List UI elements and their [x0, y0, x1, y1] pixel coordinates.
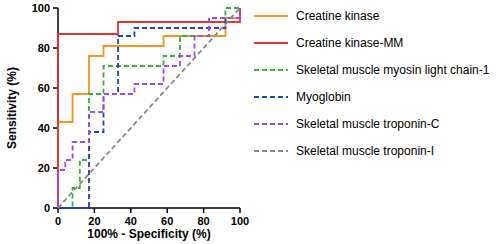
legend-label: Creatine kinase-MM — [296, 36, 403, 50]
x-tick — [203, 208, 205, 213]
legend-swatch — [254, 96, 288, 98]
legend-label: Creatine kinase — [296, 9, 380, 23]
x-tick — [130, 208, 132, 213]
y-axis-title: Sensitivity (%) — [5, 67, 19, 149]
y-tick — [53, 7, 58, 9]
x-axis-title: 100% - Specificity (%) — [87, 227, 210, 241]
x-tick — [94, 208, 96, 213]
legend-label: Skeletal muscle myosin light chain-1 — [296, 63, 490, 77]
x-tick-label: 60 — [161, 215, 173, 227]
roc-line — [58, 8, 240, 208]
x-tick — [239, 208, 241, 213]
legend-line: Skeletal muscle troponin-I — [296, 144, 434, 158]
x-tick-label: 20 — [88, 215, 100, 227]
legend-line: Creatine kinase — [296, 9, 380, 23]
legend-line: Skeletal muscle myosin light chain-1 — [296, 63, 490, 77]
y-tick-label: 40 — [38, 122, 50, 134]
x-tick-label: 80 — [197, 215, 209, 227]
x-tick — [166, 208, 168, 213]
chart: 0 20 40 60 80 100 0 20 40 60 80 100 100% - Specifici… — [0, 0, 500, 244]
legend-line: Skeletal muscle troponin-C — [296, 117, 440, 131]
legend-label: Myoglobin — [296, 90, 351, 104]
legend-swatch — [254, 123, 288, 125]
legend-label: Skeletal muscle troponin-I — [296, 144, 434, 158]
legend-swatch — [254, 15, 288, 17]
legend-swatch — [254, 42, 288, 44]
legend-swatch — [254, 69, 288, 71]
roc-line — [58, 8, 240, 208]
legend-line: Creatine kinase-MM — [296, 36, 403, 50]
roc-line — [58, 8, 240, 208]
x-tick-label: 100 — [231, 215, 249, 227]
x-tick-label: 0 — [55, 215, 61, 227]
y-tick-label: 100 — [32, 2, 50, 14]
roc-line — [58, 8, 240, 208]
x-tick-label: 40 — [125, 215, 137, 227]
legend-label: Skeletal muscle troponin-C — [296, 117, 440, 131]
legend-swatch — [254, 150, 288, 152]
y-tick-label: 60 — [38, 82, 50, 94]
y-tick-label: 20 — [38, 162, 50, 174]
legend-line: Myoglobin — [296, 90, 351, 104]
legend: Creatine kinase Creatine kinase-MM Skeleta… — [254, 9, 490, 158]
y-tick-label: 80 — [38, 42, 50, 54]
roc-line — [58, 8, 240, 208]
plot-area — [58, 8, 240, 208]
y-tick-label: 0 — [44, 202, 50, 214]
roc-line — [58, 8, 240, 208]
